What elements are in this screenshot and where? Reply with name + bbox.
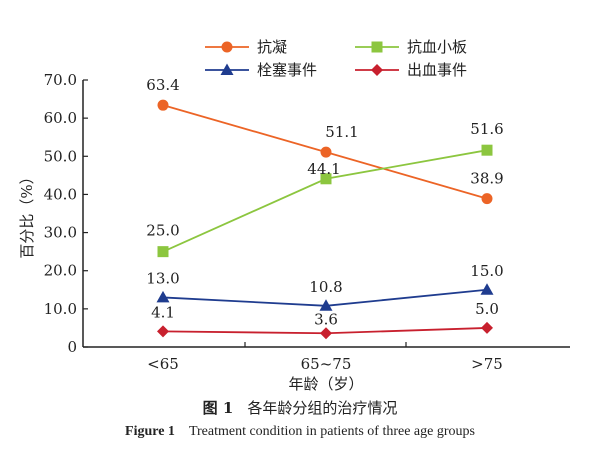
x-tick-label: 65~75 — [301, 355, 352, 373]
y-tick-label: 20.0 — [44, 262, 77, 280]
legend-label: 栓塞事件 — [257, 61, 317, 79]
x-tick-label: >75 — [471, 355, 503, 373]
y-tick-label: 0 — [67, 338, 77, 356]
y-tick-label: 70.0 — [44, 71, 77, 89]
data-label: 63.4 — [146, 76, 179, 94]
data-label: 15.0 — [470, 262, 503, 280]
series-1: 63.4 51.1 38.9 — [146, 76, 504, 205]
caption-english-text: Treatment condition in patients of three… — [188, 424, 475, 439]
x-ticks: <65 65~75 >75 — [147, 342, 503, 373]
data-point — [480, 283, 494, 295]
legend-item: 抗血小板 — [355, 38, 467, 56]
y-axis-label: 百分比（%） — [18, 169, 36, 258]
data-label: 51.6 — [470, 120, 503, 138]
data-point — [157, 246, 169, 258]
caption-english-number: Figure 1 — [125, 424, 175, 439]
data-point — [156, 290, 170, 303]
x-axis-label: 年龄（岁） — [288, 375, 363, 393]
y-ticks: 0 10.0 20.0 30.0 40.0 50.0 60.0 70.0 — [44, 71, 88, 356]
series-3: 13.0 10.8 15.0 — [146, 262, 504, 311]
chart-axes — [82, 80, 570, 348]
data-label: 10.8 — [309, 278, 342, 296]
y-tick-label: 30.0 — [44, 224, 77, 242]
caption-english: Figure 1 Treatment condition in patients … — [0, 424, 600, 440]
legend-label: 抗血小板 — [407, 38, 467, 56]
series-2: 25.0 44.1 51.6 — [146, 120, 504, 258]
legend-marker — [371, 41, 383, 53]
legend-item: 栓塞事件 — [205, 61, 317, 79]
legend-item: 出血事件 — [355, 61, 467, 79]
data-label: 5.0 — [475, 300, 499, 318]
data-label: 51.1 — [325, 123, 358, 141]
data-label: 38.9 — [470, 170, 503, 188]
data-point — [157, 99, 169, 111]
data-point — [481, 321, 493, 334]
x-tick-label: <65 — [147, 355, 179, 373]
data-point — [320, 146, 332, 158]
y-tick-label: 40.0 — [44, 185, 77, 203]
data-label: 3.6 — [314, 310, 338, 328]
data-point — [157, 325, 169, 338]
caption-chinese-number: 图 1 — [202, 399, 234, 417]
y-tick-label: 10.0 — [44, 300, 77, 318]
data-label: 13.0 — [146, 269, 179, 287]
series-4: 4.1 3.6 5.0 — [151, 300, 499, 340]
legend-marker — [221, 41, 233, 53]
data-label: 44.1 — [307, 160, 340, 178]
data-point — [481, 193, 493, 205]
legend-item: 抗凝 — [205, 38, 287, 56]
y-tick-label: 60.0 — [44, 109, 77, 127]
legend-label: 抗凝 — [257, 38, 287, 56]
data-label: 4.1 — [151, 303, 175, 321]
legend-marker — [220, 63, 234, 75]
legend-label: 出血事件 — [407, 61, 467, 79]
data-point — [320, 173, 332, 185]
caption-chinese-text: 各年龄分组的治疗情况 — [247, 399, 398, 417]
data-point — [320, 327, 332, 340]
data-point — [481, 144, 493, 156]
series-layer: 63.4 51.1 38.9 25.0 44.1 51.6 13.0 10.8 15.0 4.1 3… — [146, 76, 504, 340]
caption-chinese: 图 1 各年龄分组的治疗情况 — [0, 397, 600, 418]
data-label: 25.0 — [146, 222, 179, 240]
legend-marker — [371, 64, 383, 76]
y-tick-label: 50.0 — [44, 147, 77, 165]
data-point — [319, 299, 333, 311]
